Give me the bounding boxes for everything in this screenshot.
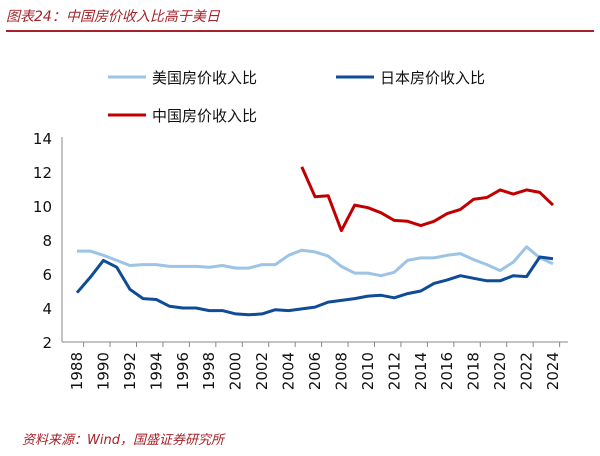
y-tick-label: 2 <box>42 334 52 352</box>
source-note: 资料来源：Wind，国盛证券研究所 <box>22 433 224 448</box>
legend-label: 美国房价收入比 <box>152 69 257 87</box>
series-line-2 <box>300 166 555 233</box>
x-tick-label: 2008 <box>332 352 350 390</box>
y-tick-label: 6 <box>42 266 52 284</box>
series-lines <box>75 166 555 317</box>
x-tick-label: 2000 <box>227 352 245 390</box>
y-tick-label: 14 <box>33 130 52 148</box>
x-tick-label: 2016 <box>438 352 456 390</box>
y-tick-label: 4 <box>42 300 52 318</box>
y-tick-label: 8 <box>42 232 52 250</box>
legend-label: 日本房价收入比 <box>380 69 485 87</box>
x-tick-label: 2022 <box>518 352 536 390</box>
y-tick-label: 12 <box>33 164 52 182</box>
x-tick-label: 1996 <box>174 352 192 390</box>
legend-label: 中国房价收入比 <box>152 107 257 125</box>
x-tick-label: 1988 <box>68 352 86 390</box>
x-tick-label: 2014 <box>412 352 430 390</box>
x-tick-label: 1990 <box>94 352 112 390</box>
y-tick-label: 10 <box>33 198 52 216</box>
axes: 2 4 6 8 10 12 14 1988 1990 1992 1994 1996 1998 2000 20… <box>33 130 568 390</box>
x-tick-label: 1998 <box>200 352 218 390</box>
series-line-1 <box>75 255 554 317</box>
series-line-0 <box>77 245 554 278</box>
x-tick-label: 2020 <box>491 352 509 390</box>
x-tick-label: 2010 <box>359 352 377 390</box>
x-tick-label: 2024 <box>544 352 562 390</box>
title-divider <box>6 30 594 32</box>
x-tick-label: 2004 <box>280 352 298 390</box>
x-tick-label: 2018 <box>465 352 483 390</box>
x-tick-label: 2006 <box>306 352 324 390</box>
figure-title: 图表24：中国房价收入比高于美日 <box>6 9 220 25</box>
x-tick-label: 2012 <box>385 352 403 390</box>
x-tick-label: 1994 <box>147 352 165 390</box>
x-tick-label: 2002 <box>253 352 271 390</box>
x-tick-label: 1992 <box>121 352 139 390</box>
